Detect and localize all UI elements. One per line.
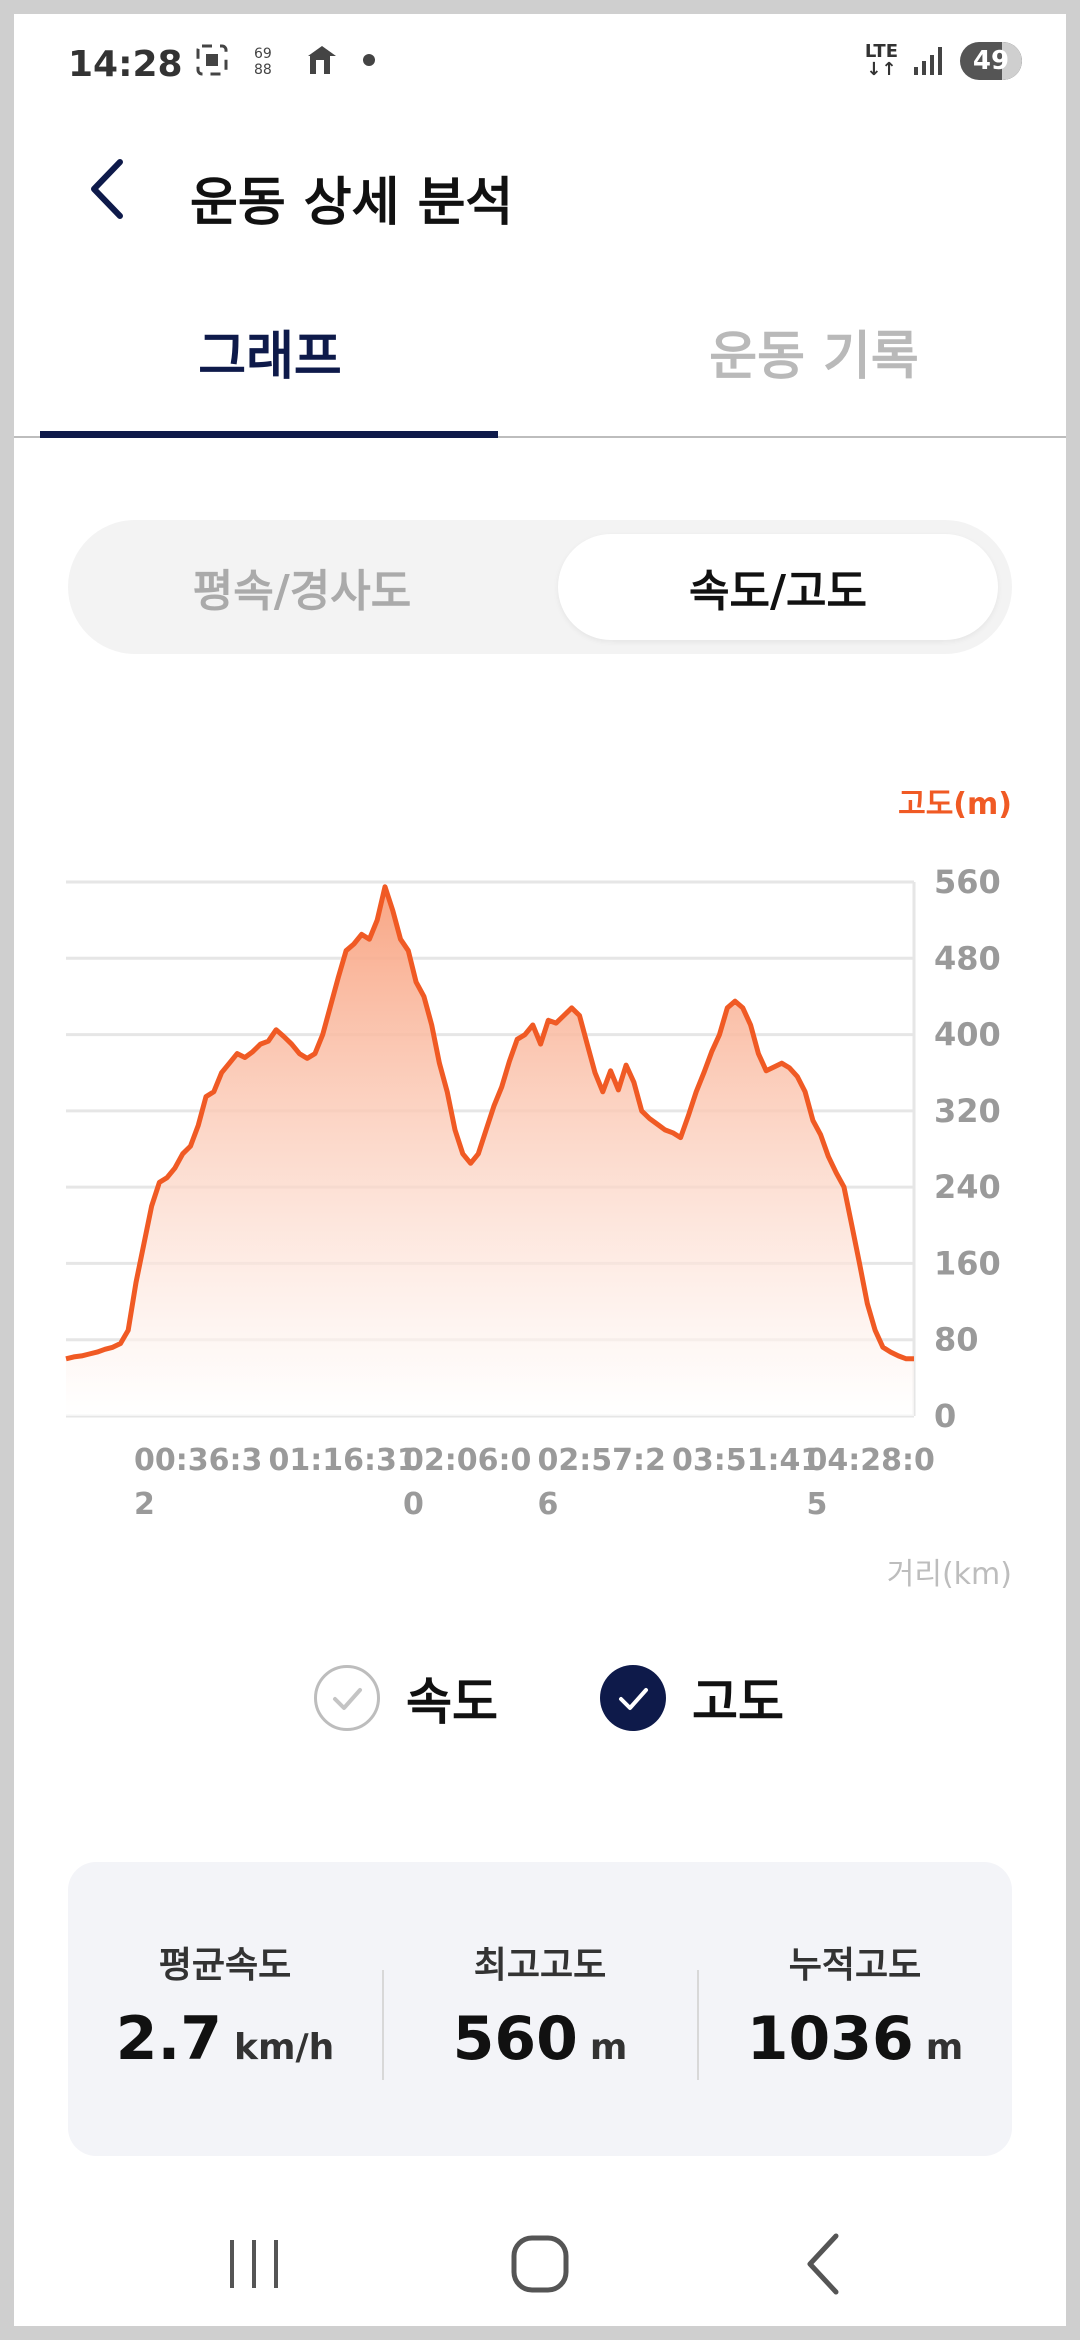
system-nav-bar — [14, 2194, 1066, 2326]
svg-text:69: 69 — [254, 46, 272, 62]
stat-label: 최고고도 — [473, 1945, 607, 1986]
y-tick-label: 560 — [934, 863, 1001, 901]
back-nav-icon[interactable] — [784, 2224, 864, 2304]
legend-speed-label: 속도 — [406, 1673, 498, 1731]
x-tick-label-continued: 0 — [403, 1487, 424, 1522]
status-system-icons: LTE ↓↑ 49 — [865, 42, 1022, 80]
dot-icon — [363, 54, 375, 66]
stat-unit: m — [925, 2027, 964, 2068]
legend-altitude-label: 고도 — [692, 1673, 784, 1731]
check-icon — [333, 1688, 362, 1710]
y-axis-ticks: 560 480 400 320 240 160 80 0 — [934, 863, 1001, 1435]
chart-mode-toggle: 평속/경사도 속도/고도 — [68, 520, 1012, 654]
x-tick-label: 02:57:2 — [538, 1443, 666, 1478]
battery-icon: 49 — [960, 42, 1022, 80]
legend-altitude-toggle[interactable]: 고도 — [600, 1662, 784, 1734]
x-tick-label: 01:16:31 — [269, 1443, 418, 1478]
summary-stats-card: 평균속도 2.7 km/h 최고고도 560 m 누적고도 1036 m — [68, 1862, 1012, 2156]
back-arrow-icon[interactable] — [74, 154, 144, 224]
legend-speed-toggle[interactable]: 속도 — [314, 1662, 498, 1734]
app-header: 운동 상세 분석 — [14, 134, 1066, 244]
stat-divider — [697, 1970, 699, 2080]
stat-unit: km/h — [234, 2027, 335, 2068]
recent-apps-icon[interactable] — [214, 2224, 294, 2304]
stat-value: 560 — [452, 2004, 578, 2074]
x-tick-label-continued: 2 — [134, 1487, 155, 1522]
stat-max-altitude: 최고고도 560 m — [383, 1862, 697, 2156]
y-tick-label: 0 — [934, 1397, 956, 1435]
stat-value: 1036 — [746, 2004, 914, 2074]
battery-level: 49 — [972, 46, 1010, 76]
speed-checkbox[interactable] — [314, 1665, 380, 1731]
chart-legend: 속도 고도 — [14, 1654, 1066, 1764]
stat-unit: m — [589, 2027, 628, 2068]
stat-label: 평균속도 — [158, 1945, 292, 1986]
y-tick-label: 80 — [934, 1321, 979, 1359]
trail-app-icon — [308, 46, 336, 74]
y-tick-label: 240 — [934, 1168, 1001, 1206]
x-tick-label: 00:36:3 — [134, 1443, 262, 1478]
x-tick-label: 03:51:41 — [672, 1443, 821, 1478]
y-tick-label: 400 — [934, 1016, 1001, 1054]
stat-divider — [382, 1970, 384, 2080]
altitude-checkbox[interactable] — [600, 1665, 666, 1731]
y-tick-label: 320 — [934, 1092, 1001, 1130]
svg-text:88: 88 — [254, 62, 272, 78]
lte-icon: LTE ↓↑ — [864, 41, 898, 80]
app-screen: 14:28 69 88 LTE ↓↑ — [14, 14, 1066, 2326]
altitude-area — [66, 886, 914, 1416]
y-tick-label: 160 — [934, 1244, 1001, 1282]
signal-icon — [914, 47, 942, 75]
segment-avg-speed-slope[interactable]: 평속/경사도 — [192, 566, 412, 617]
check-icon — [619, 1688, 648, 1710]
x-tick-label: 02:06:0 — [403, 1443, 531, 1478]
stat-cumulative-altitude: 누적고도 1036 m — [698, 1862, 1012, 2156]
tab-workout-record[interactable]: 운동 기록 — [709, 327, 919, 387]
x-tick-label-continued: 5 — [807, 1487, 828, 1522]
stat-average-speed: 평균속도 2.7 km/h — [68, 1862, 382, 2156]
home-icon[interactable] — [500, 2224, 580, 2304]
app-notification-icon: 69 88 — [254, 46, 272, 78]
status-notification-icons: 69 88 — [194, 42, 376, 78]
screenshot-icon — [196, 44, 228, 76]
x-tick-label-continued: 6 — [538, 1487, 559, 1522]
stat-label: 누적고도 — [788, 1945, 922, 1986]
tab-bar: 그래프 운동 기록 — [14, 284, 1066, 438]
lte-label: LTE — [864, 41, 898, 62]
status-bar: 14:28 69 88 LTE ↓↑ — [14, 14, 1066, 104]
x-axis-label: 거리(km) — [887, 1557, 1012, 1592]
y-axis-label: 고도(m) — [898, 787, 1012, 822]
y-tick-label: 480 — [934, 939, 1001, 977]
stat-value: 2.7 — [115, 2004, 223, 2074]
active-tab-indicator — [40, 431, 498, 438]
altitude-line — [65, 884, 914, 1362]
page-title: 운동 상세 분석 — [190, 173, 514, 233]
segment-speed-altitude[interactable]: 속도/고도 — [558, 534, 998, 640]
x-tick-label: 04:28:0 — [807, 1443, 935, 1478]
status-time: 14:28 — [68, 44, 183, 85]
tab-graph[interactable]: 그래프 — [198, 327, 342, 387]
